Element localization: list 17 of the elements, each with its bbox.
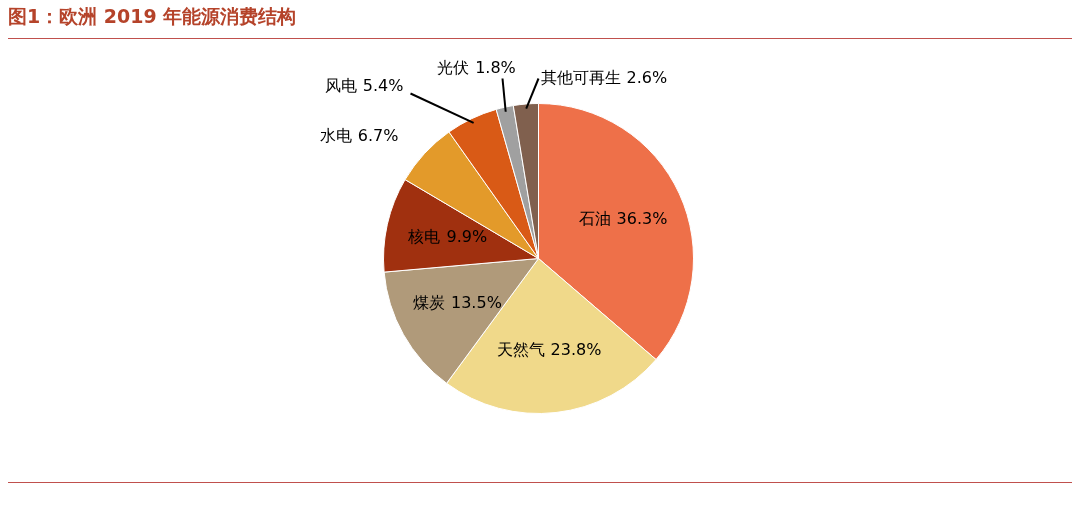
slice-label: 光伏	[437, 57, 470, 77]
data-label: 6.7%	[357, 125, 399, 145]
slice-label: 风电	[324, 75, 357, 95]
slice-label: 其他可再生	[540, 67, 621, 87]
slice-label: 天然气	[496, 340, 545, 360]
slice-label: 核电	[407, 227, 441, 247]
data-label: 23.8%	[550, 340, 602, 360]
slice-label: 水电	[319, 125, 352, 145]
text: 图1：欧洲 2019 年能源消费结构	[8, 4, 297, 29]
slice-label: 石油	[578, 208, 611, 228]
data-label: 9.9%	[446, 227, 488, 247]
data-label: 13.5%	[451, 293, 502, 313]
data-label: 1.8%	[475, 57, 516, 77]
slice-label: 煤炭	[413, 293, 446, 313]
data-label: 2.6%	[626, 67, 668, 87]
data-label: 5.4%	[362, 75, 404, 95]
data-label: 36.3%	[616, 208, 668, 228]
